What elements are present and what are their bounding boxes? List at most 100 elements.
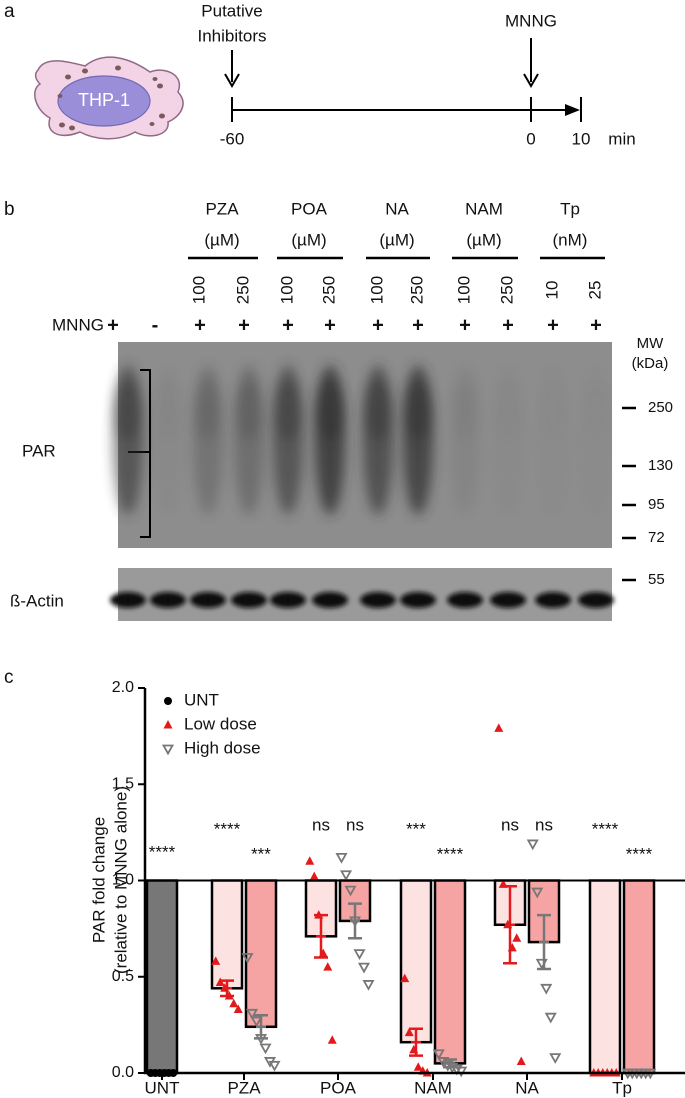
band-smear <box>365 380 391 440</box>
bar <box>622 879 656 1075</box>
point <box>516 1056 526 1065</box>
x-tick-label: NAM <box>414 1078 452 1097</box>
treatment-sign: + <box>372 314 384 336</box>
point <box>549 1053 562 1064</box>
nucleus <box>57 75 151 127</box>
actin-label: ß-Actin <box>10 591 64 610</box>
point <box>432 1049 445 1061</box>
significance: ns <box>501 815 519 834</box>
treatment-sign: + <box>590 314 602 336</box>
dose-label: 25 <box>585 281 604 300</box>
dose-label: 100 <box>367 276 386 304</box>
panel-a: a THP-1 Putative Inhibitors MNNG -60 0 1… <box>4 1 636 148</box>
granules <box>57 65 165 131</box>
x-tick-label: POA <box>320 1078 357 1097</box>
panel-label: b <box>4 199 15 220</box>
band-smear <box>583 380 609 440</box>
legend-marker <box>161 744 175 756</box>
point <box>400 973 410 983</box>
point <box>309 871 319 881</box>
treatment-label: MNNG <box>505 11 557 30</box>
error-bar <box>409 1027 423 1057</box>
y-tick-label: 2.0 <box>112 679 134 696</box>
group-unit: (µM) <box>379 230 414 249</box>
treatment-sign: - <box>152 314 159 336</box>
dose-label: 100 <box>454 276 473 304</box>
treatment-sign: + <box>194 314 206 336</box>
dose-label: 100 <box>277 276 296 304</box>
dose-label: 250 <box>407 276 426 304</box>
group-unit: (nM) <box>553 230 588 249</box>
y-tick-label: 0.5 <box>112 968 134 985</box>
mw-label: 55 <box>648 571 665 588</box>
y-axis-label: PAR fold change <box>89 817 108 943</box>
treatment-sign: + <box>107 314 119 336</box>
error-bar <box>443 1058 457 1069</box>
axes <box>143 688 685 1075</box>
mw-title: MW <box>637 335 664 352</box>
x-tick-label: NA <box>515 1078 539 1097</box>
legend-marker <box>164 697 172 705</box>
point <box>233 1004 243 1013</box>
inhibitor-label: Putative <box>201 1 262 20</box>
time-label: 0 <box>526 129 535 148</box>
arrow <box>224 50 240 88</box>
y-axis-label: (relative to MNNG alone) <box>111 786 130 974</box>
band <box>490 592 526 608</box>
dose-label: 250 <box>497 276 516 304</box>
band <box>270 592 306 608</box>
band-smear <box>317 380 343 440</box>
point <box>241 953 254 964</box>
significance: ns <box>346 815 364 834</box>
bar <box>433 879 467 1065</box>
treatment-sign: + <box>324 314 336 336</box>
mw-label: 130 <box>648 457 673 474</box>
group-name: NA <box>385 199 409 218</box>
point <box>512 933 522 942</box>
band-smear <box>452 380 478 440</box>
significance: ns <box>312 815 330 834</box>
bar <box>588 879 622 1075</box>
x-tick-label: UNT <box>145 1078 180 1097</box>
group-name: PZA <box>205 199 239 218</box>
band <box>150 592 186 608</box>
dose-label: 100 <box>189 276 208 304</box>
significance: ns <box>535 815 553 834</box>
point <box>494 723 504 732</box>
mw-label: 250 <box>648 399 673 416</box>
point <box>344 885 357 897</box>
panel-label: a <box>4 1 15 22</box>
band <box>231 592 267 608</box>
point <box>526 839 539 851</box>
band-smear <box>405 380 431 440</box>
arrow <box>523 38 539 88</box>
bar <box>145 879 179 1075</box>
mw-label: 95 <box>648 496 665 513</box>
band <box>447 592 483 608</box>
error-bar <box>220 979 234 998</box>
group-name: NAM <box>465 199 503 218</box>
treatment-sign: + <box>282 314 294 336</box>
error-bar <box>314 913 328 959</box>
point <box>268 1060 281 1072</box>
y-tick-label: 1.0 <box>112 872 134 889</box>
point <box>413 1062 423 1071</box>
band <box>400 592 436 608</box>
band-smear <box>115 380 141 440</box>
band <box>578 592 614 608</box>
band-smear <box>155 380 181 440</box>
band <box>110 592 146 608</box>
mw-label: 72 <box>648 529 665 546</box>
point <box>339 870 353 882</box>
arrowhead <box>565 104 580 116</box>
legend-label: Low dose <box>184 714 257 733</box>
point <box>229 998 239 1008</box>
inhibitor-label: Inhibitors <box>198 26 267 45</box>
significance: **** <box>592 819 619 838</box>
band-smear <box>236 380 262 440</box>
par-label: PAR <box>22 441 56 460</box>
group-unit: (µM) <box>466 230 501 249</box>
point <box>305 856 315 865</box>
treatment-sign: + <box>238 314 250 336</box>
band <box>190 592 226 608</box>
